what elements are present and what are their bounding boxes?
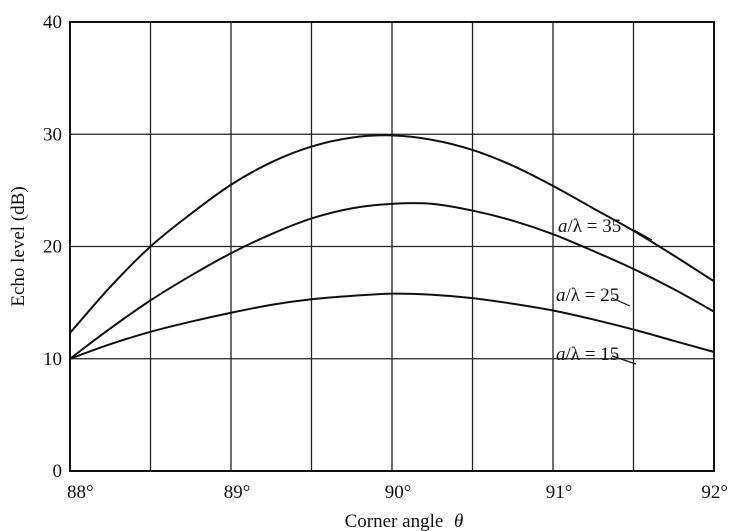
curve-label-leader: [611, 297, 631, 307]
x-tick-label: 89°: [224, 482, 251, 503]
curve-label-italic: a: [556, 285, 566, 306]
x-axis-label-symbol: θ: [454, 511, 463, 531]
x-axis-label-main: Corner angle: [345, 511, 444, 531]
curve-label: a/λ = 25: [556, 285, 619, 306]
curve-label-rest: /λ = 25: [566, 285, 620, 306]
y-axis-label: Echo level (dB): [8, 186, 29, 306]
curve-labels: a/λ = 35a/λ = 25a/λ = 15: [556, 216, 653, 365]
curve-label-rest: /λ = 35: [568, 216, 622, 237]
tick-labels: 0 10 20 30 40 88° 89° 90° 91° 92°: [43, 12, 728, 503]
x-tick-label: 92°: [701, 482, 728, 503]
curve-label-rest: /λ = 15: [566, 344, 620, 365]
y-tick-label: 0: [53, 461, 63, 482]
curve-label-italic: a: [556, 344, 566, 365]
curve-label: a/λ = 15: [556, 344, 619, 365]
plot-frame: [69, 21, 715, 472]
curve-label: a/λ = 35: [558, 216, 621, 237]
x-axis-label: Corner angle θ: [345, 511, 464, 531]
y-tick-label: 40: [43, 12, 62, 33]
x-tick-label: 90°: [385, 482, 412, 503]
y-tick-label: 20: [43, 237, 62, 258]
y-tick-label: 10: [43, 349, 62, 370]
series-line: [69, 292, 715, 360]
series-line: [69, 134, 715, 334]
x-tick-label: 88°: [67, 482, 94, 503]
curves: [69, 134, 715, 360]
curve-label-leader: [611, 355, 637, 365]
y-tick-label: 30: [43, 124, 62, 145]
curve-label-italic: a: [558, 216, 568, 237]
curve-label-leader: [633, 229, 653, 241]
x-tick-label: 91°: [546, 482, 573, 503]
grid: [69, 21, 715, 472]
series-line: [69, 202, 715, 360]
